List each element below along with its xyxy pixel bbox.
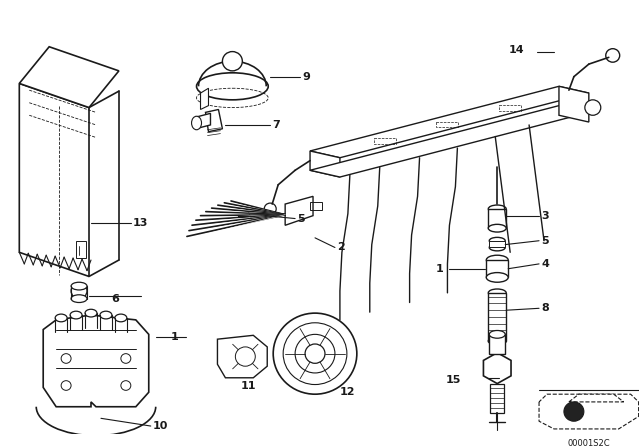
Text: 3: 3 bbox=[541, 211, 548, 221]
Text: 5: 5 bbox=[541, 236, 548, 246]
Polygon shape bbox=[310, 86, 589, 158]
Circle shape bbox=[273, 313, 357, 394]
Circle shape bbox=[71, 283, 87, 299]
Ellipse shape bbox=[486, 272, 508, 282]
Text: 1: 1 bbox=[171, 332, 179, 342]
Ellipse shape bbox=[70, 311, 82, 319]
Bar bbox=[489, 241, 505, 247]
Bar bbox=[436, 121, 458, 127]
Bar bbox=[488, 209, 506, 228]
Polygon shape bbox=[200, 88, 209, 109]
Polygon shape bbox=[539, 394, 639, 429]
Ellipse shape bbox=[486, 255, 508, 265]
Ellipse shape bbox=[489, 237, 505, 244]
Ellipse shape bbox=[55, 314, 67, 322]
Polygon shape bbox=[285, 196, 313, 225]
Bar bbox=[76, 241, 86, 258]
Polygon shape bbox=[19, 47, 119, 108]
Circle shape bbox=[223, 52, 243, 71]
Bar bbox=[486, 260, 508, 277]
Circle shape bbox=[605, 49, 620, 62]
Bar bbox=[310, 202, 322, 210]
Text: 11: 11 bbox=[241, 380, 256, 391]
Bar bbox=[488, 293, 506, 341]
Bar bbox=[499, 105, 520, 111]
Ellipse shape bbox=[191, 116, 202, 130]
Polygon shape bbox=[310, 151, 340, 177]
Text: 2: 2 bbox=[337, 242, 345, 253]
Ellipse shape bbox=[85, 309, 97, 317]
Text: 10: 10 bbox=[153, 421, 168, 431]
Polygon shape bbox=[483, 353, 511, 383]
Text: 9: 9 bbox=[302, 72, 310, 82]
Bar bbox=[374, 138, 396, 143]
Text: 4: 4 bbox=[541, 259, 549, 269]
Ellipse shape bbox=[488, 205, 506, 213]
Polygon shape bbox=[218, 335, 268, 378]
Ellipse shape bbox=[100, 311, 112, 319]
Bar bbox=[489, 334, 505, 353]
Text: 5: 5 bbox=[297, 214, 305, 224]
Circle shape bbox=[264, 203, 276, 215]
Ellipse shape bbox=[196, 73, 268, 100]
Polygon shape bbox=[310, 106, 589, 177]
Ellipse shape bbox=[71, 295, 87, 302]
Ellipse shape bbox=[489, 331, 505, 338]
Polygon shape bbox=[205, 109, 223, 132]
Text: 00001S2C: 00001S2C bbox=[568, 439, 610, 448]
Text: 1: 1 bbox=[435, 264, 444, 274]
Text: 8: 8 bbox=[541, 303, 548, 313]
Polygon shape bbox=[569, 394, 623, 402]
Circle shape bbox=[585, 100, 601, 115]
Circle shape bbox=[564, 402, 584, 421]
Polygon shape bbox=[559, 86, 589, 122]
Bar bbox=[490, 383, 504, 413]
Polygon shape bbox=[196, 113, 211, 129]
Text: 15: 15 bbox=[446, 375, 461, 385]
Polygon shape bbox=[19, 83, 89, 276]
Ellipse shape bbox=[115, 314, 127, 322]
Polygon shape bbox=[248, 209, 262, 220]
Text: 7: 7 bbox=[272, 120, 280, 130]
Ellipse shape bbox=[71, 282, 87, 290]
Text: 14: 14 bbox=[509, 45, 525, 55]
Ellipse shape bbox=[488, 224, 506, 232]
Text: 6: 6 bbox=[111, 293, 119, 304]
Ellipse shape bbox=[488, 337, 506, 345]
Ellipse shape bbox=[489, 244, 505, 251]
Text: 12: 12 bbox=[340, 387, 355, 397]
Ellipse shape bbox=[488, 289, 506, 297]
Text: 13: 13 bbox=[133, 218, 148, 228]
Polygon shape bbox=[44, 315, 148, 407]
